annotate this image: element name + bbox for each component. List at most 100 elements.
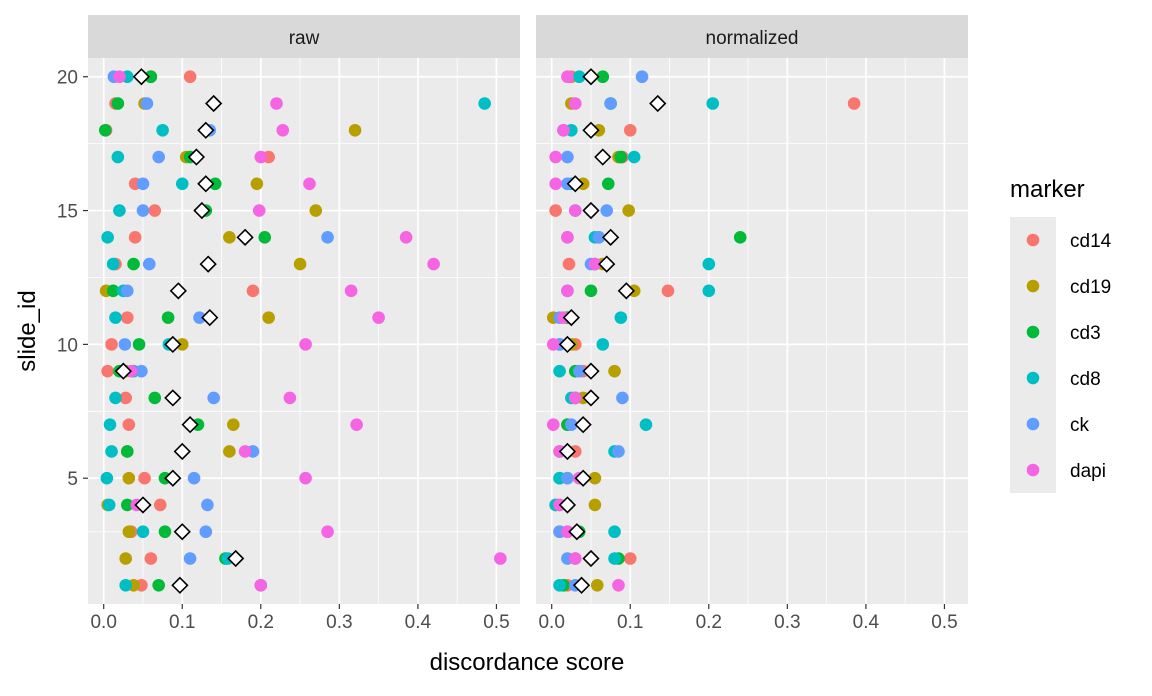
y-tick-label: 15 (57, 202, 78, 223)
point-cd3 (120, 498, 134, 512)
point-ck (635, 70, 649, 84)
point-cd8 (639, 418, 653, 431)
facet-panel-normalized: normalized 0.0 0.1 0.2 0.3 0.4 0.5 (536, 15, 968, 633)
point-cd14 (101, 364, 114, 378)
point-cd14 (549, 204, 562, 217)
point-cd8 (175, 177, 189, 191)
mean-diamond (132, 68, 151, 86)
point-cd8 (596, 338, 610, 351)
y-tick-label: 5 (67, 469, 78, 490)
point-dapi (568, 552, 582, 565)
mean-diamond (227, 549, 245, 568)
point-ck (142, 257, 156, 271)
mean-diamond (114, 362, 132, 380)
point-cd14 (183, 70, 197, 84)
point-dapi (238, 445, 252, 458)
mean-diamond (164, 389, 182, 407)
point-dapi (568, 97, 582, 110)
x-axis-title: discordance score (430, 649, 625, 676)
point-cd14 (138, 471, 151, 485)
point-cd14 (246, 284, 260, 298)
point-cd14 (105, 338, 118, 351)
point-cd8 (136, 525, 150, 539)
mean-diamond (164, 335, 182, 354)
mean-diamond (594, 148, 612, 166)
point-cd19 (262, 311, 275, 324)
point-dapi (113, 70, 126, 84)
point-cd8 (608, 552, 621, 565)
point-dapi (303, 177, 316, 191)
point-dapi (427, 257, 440, 271)
x-tick-label: 0.4 (405, 612, 432, 633)
point-cd14 (153, 498, 167, 512)
point-ck (201, 498, 214, 512)
point-dapi (561, 284, 574, 298)
mean-diamond (598, 255, 616, 273)
legend-swatch-cd3 (1026, 325, 1040, 339)
mean-diamond (171, 576, 189, 594)
point-cd8 (119, 578, 133, 592)
point-dapi (546, 418, 560, 431)
point-cd8 (101, 231, 114, 244)
point-cd8 (109, 391, 122, 405)
point-dapi (350, 418, 363, 431)
point-cd3 (601, 177, 615, 191)
point-cd19 (608, 364, 621, 378)
point-cd3 (158, 525, 172, 539)
point-cd3 (614, 150, 628, 164)
facet-strip-label: normalized (706, 28, 799, 49)
point-cd19 (348, 123, 362, 137)
point-ck (152, 150, 165, 164)
point-dapi (254, 578, 268, 592)
point-cd8 (106, 257, 120, 271)
legend-label: cd14 (1070, 231, 1112, 252)
point-cd19 (227, 418, 240, 431)
point-cd14 (148, 204, 162, 217)
point-ck (561, 150, 574, 164)
legend-item-cd8: cd8 (1010, 355, 1101, 401)
x-tick-label: 0.5 (931, 612, 957, 633)
point-cd19 (309, 204, 323, 217)
x-tick-label: 0.2 (696, 612, 722, 633)
point-cd14 (847, 97, 861, 110)
mean-diamond (187, 148, 206, 166)
legend-item-cd3: cd3 (1010, 309, 1101, 355)
legend-item-ck: ck (1010, 401, 1090, 447)
point-cd19 (122, 525, 136, 539)
point-ck (199, 525, 213, 539)
mean-diamond (582, 121, 600, 139)
point-dapi (546, 338, 560, 351)
point-cd19 (293, 257, 307, 271)
point-ck (136, 204, 150, 217)
point-dapi (283, 391, 297, 405)
point-ck (565, 418, 578, 431)
point-dapi (494, 552, 507, 565)
mean-diamond (164, 469, 182, 487)
point-cd3 (161, 311, 175, 324)
point-ck (135, 364, 148, 378)
legend-title: marker (1010, 176, 1085, 203)
point-dapi (612, 578, 625, 592)
point-cd19 (122, 471, 136, 485)
mean-diamond (582, 362, 600, 380)
legend-label: dapi (1070, 461, 1106, 482)
legend-label: ck (1070, 415, 1090, 436)
point-cd19 (175, 338, 189, 351)
point-cd14 (128, 231, 142, 244)
y-tick-label: 10 (57, 335, 78, 356)
point-cd19 (119, 552, 133, 565)
mean-diamond (197, 175, 215, 193)
point-ck (592, 231, 606, 244)
point-cd19 (588, 498, 602, 512)
mean-diamond (201, 308, 219, 327)
point-ck (120, 284, 134, 298)
point-cd8 (706, 97, 720, 110)
point-dapi (568, 204, 582, 217)
point-dapi (549, 150, 562, 164)
mean-diamond (649, 94, 667, 113)
point-dapi (561, 70, 574, 84)
point-cd8 (572, 70, 586, 84)
point-cd14 (623, 552, 637, 565)
x-tick-label: 0.0 (90, 612, 116, 633)
